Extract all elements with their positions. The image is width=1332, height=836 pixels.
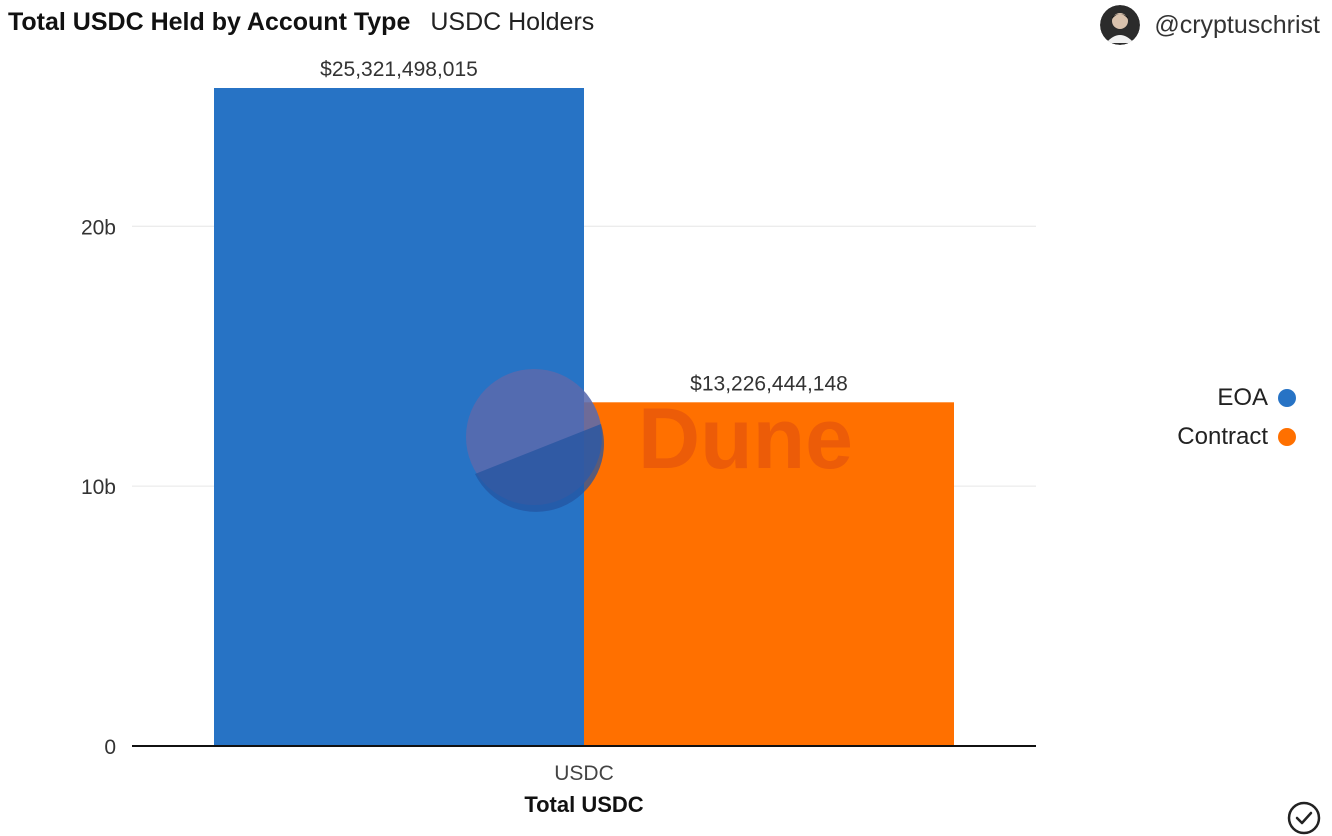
check-circle-icon[interactable] <box>1286 800 1322 836</box>
chart-subtitle: USDC Holders <box>430 8 595 36</box>
legend-dot-contract <box>1278 428 1296 446</box>
x-tick-label: USDC <box>554 762 614 785</box>
data-label: $13,226,444,148 <box>690 372 848 395</box>
author-link[interactable]: @cryptuschrist <box>1100 5 1320 45</box>
chart-title: Total USDC Held by Account Type <box>8 8 411 36</box>
legend-dot-eoa <box>1278 389 1296 407</box>
chart-legend: EOA Contract <box>1076 384 1296 462</box>
bar-contract[interactable] <box>584 402 954 746</box>
legend-item-contract[interactable]: Contract <box>1076 423 1296 451</box>
legend-label-eoa: EOA <box>1217 384 1268 411</box>
legend-item-eoa[interactable]: EOA <box>1076 384 1296 412</box>
dune-logo-shadow <box>475 424 604 512</box>
chart-header: Total USDC Held by Account Type USDC Hol… <box>8 8 594 42</box>
y-tick-label: 0 <box>104 736 116 759</box>
x-axis-title: Total USDC <box>524 792 643 817</box>
dune-watermark: Dune <box>466 369 853 512</box>
author-handle: @cryptuschrist <box>1154 10 1320 39</box>
y-tick-label: 10b <box>81 476 116 499</box>
y-tick-label: 20b <box>81 216 116 239</box>
watermark-text: Dune <box>638 391 853 487</box>
avatar-icon <box>1100 5 1141 45</box>
legend-label-contract: Contract <box>1177 423 1268 450</box>
data-label: $25,321,498,015 <box>320 58 478 81</box>
labels: 0 10b 20b $25,321,498,015 $13,226,444,148 USD… <box>81 58 848 817</box>
